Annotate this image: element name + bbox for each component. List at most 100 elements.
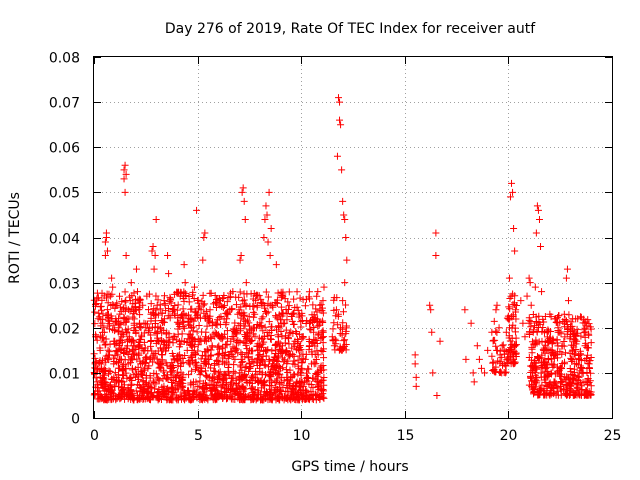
data-point <box>154 337 162 345</box>
data-point <box>277 379 285 387</box>
data-point <box>314 351 322 359</box>
data-point <box>427 306 435 314</box>
data-point <box>276 386 284 394</box>
data-point <box>540 318 548 326</box>
data-point <box>330 342 338 350</box>
data-point <box>194 341 202 349</box>
data-point <box>215 342 223 350</box>
data-point <box>211 359 219 367</box>
data-point <box>245 313 253 321</box>
data-point <box>470 378 478 386</box>
data-point <box>301 355 309 363</box>
data-point <box>523 292 531 300</box>
data-point <box>145 380 153 388</box>
data-point <box>260 382 268 390</box>
data-point <box>123 315 131 323</box>
data-point <box>530 341 538 349</box>
data-point <box>134 363 142 371</box>
data-point <box>533 319 541 327</box>
data-point <box>232 301 240 309</box>
data-point <box>568 347 576 355</box>
data-point <box>267 336 275 344</box>
data-point <box>229 288 237 296</box>
data-point <box>210 383 218 391</box>
data-point <box>186 335 194 343</box>
data-point <box>245 319 253 327</box>
data-point <box>198 364 206 372</box>
data-point <box>550 378 558 386</box>
data-point <box>511 292 519 300</box>
data-point <box>180 338 188 346</box>
data-point <box>202 307 210 315</box>
data-point <box>185 360 193 368</box>
data-point <box>262 288 270 296</box>
data-point <box>557 372 565 380</box>
data-point <box>205 314 213 322</box>
x-axis-title: GPS time / hours <box>291 459 408 475</box>
data-point <box>154 296 162 304</box>
data-point <box>120 350 128 358</box>
data-point <box>100 396 108 404</box>
data-point <box>269 365 277 373</box>
data-point <box>432 229 440 237</box>
data-point <box>341 336 349 344</box>
data-point <box>495 324 503 332</box>
data-point <box>193 361 201 369</box>
data-point <box>578 368 586 376</box>
data-point <box>212 319 220 327</box>
data-point <box>272 383 280 391</box>
data-point <box>122 252 130 260</box>
data-point <box>227 386 235 394</box>
data-point <box>504 315 512 323</box>
data-point <box>492 342 500 350</box>
data-point <box>531 376 539 384</box>
data-point <box>278 354 286 362</box>
data-point <box>545 390 553 398</box>
data-point <box>564 382 572 390</box>
data-point <box>317 301 325 309</box>
x-tick-label: 5 <box>194 428 203 444</box>
data-point <box>194 310 202 318</box>
data-point <box>259 327 267 335</box>
data-point <box>117 356 125 364</box>
data-point <box>201 229 209 237</box>
data-point <box>534 206 542 214</box>
data-point <box>239 383 247 391</box>
data-point <box>488 352 496 360</box>
data-point <box>127 338 135 346</box>
data-point <box>285 351 293 359</box>
data-point <box>277 303 285 311</box>
data-point <box>436 337 444 345</box>
data-point <box>233 328 241 336</box>
data-point <box>519 319 527 327</box>
data-point <box>119 378 127 386</box>
data-point <box>151 385 159 393</box>
data-point <box>554 314 562 322</box>
data-point <box>277 350 285 358</box>
plot-frame <box>93 56 613 419</box>
data-point <box>275 324 283 332</box>
data-point <box>146 372 154 380</box>
data-point <box>567 371 575 379</box>
data-point <box>135 351 143 359</box>
data-point <box>101 378 109 386</box>
data-point <box>512 334 520 342</box>
data-point <box>112 347 120 355</box>
data-point <box>256 396 264 404</box>
data-point <box>106 351 114 359</box>
data-point <box>216 297 224 305</box>
data-point <box>139 301 147 309</box>
data-point <box>528 368 536 376</box>
data-point <box>320 354 328 362</box>
data-point <box>561 349 569 357</box>
data-point <box>586 323 594 331</box>
data-point <box>307 391 315 399</box>
data-point <box>295 313 303 321</box>
data-point <box>586 357 594 365</box>
data-point <box>254 388 262 396</box>
data-point <box>299 333 307 341</box>
data-point <box>93 336 101 344</box>
data-point <box>186 331 194 339</box>
data-point <box>281 295 289 303</box>
data-point <box>175 319 183 327</box>
